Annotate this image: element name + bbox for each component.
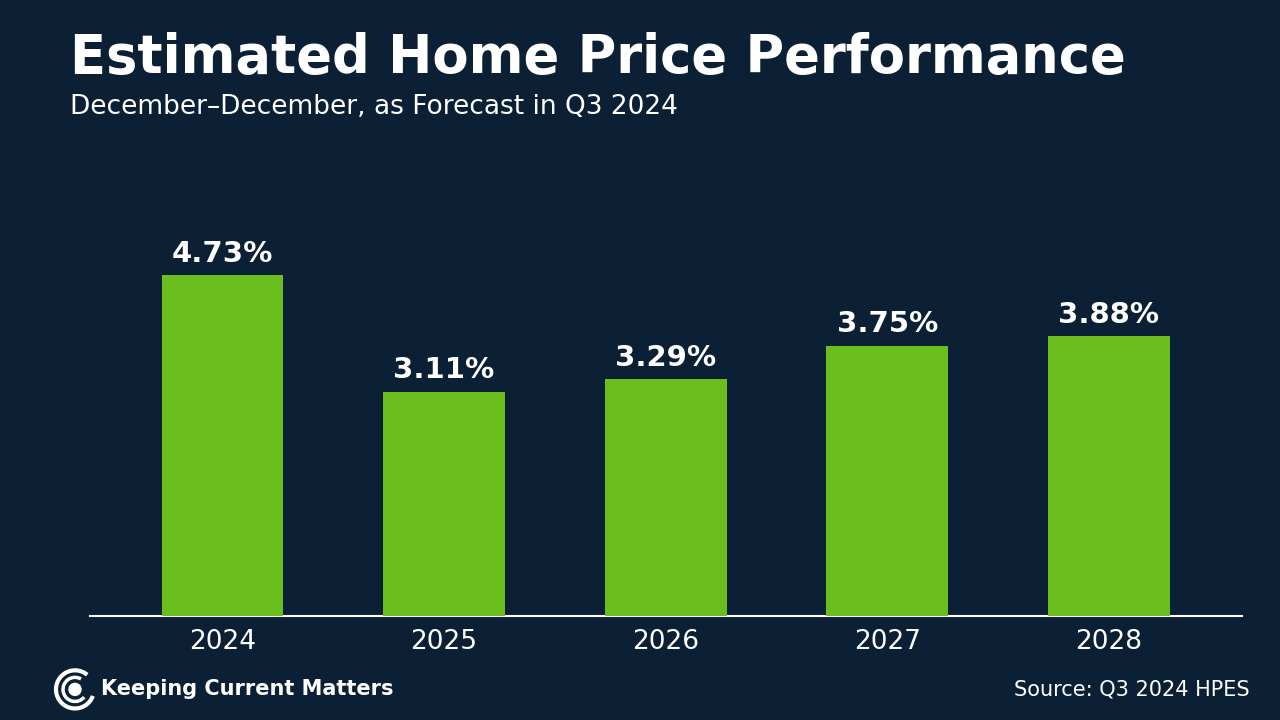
Text: 3.75%: 3.75% xyxy=(837,310,938,338)
Text: 3.88%: 3.88% xyxy=(1059,301,1160,329)
Bar xyxy=(604,379,727,616)
Text: 4.73%: 4.73% xyxy=(172,240,273,268)
Bar xyxy=(383,392,506,616)
Bar xyxy=(826,346,948,616)
Text: 3.11%: 3.11% xyxy=(393,356,494,384)
Text: 3.29%: 3.29% xyxy=(614,343,717,372)
Bar xyxy=(1048,336,1170,616)
Circle shape xyxy=(69,683,81,696)
Text: December–December, as Forecast in Q3 2024: December–December, as Forecast in Q3 202… xyxy=(70,94,678,120)
Text: Source: Q3 2024 HPES: Source: Q3 2024 HPES xyxy=(1014,680,1251,699)
Text: Estimated Home Price Performance: Estimated Home Price Performance xyxy=(70,32,1126,84)
Text: Keeping Current Matters: Keeping Current Matters xyxy=(101,680,393,699)
Bar xyxy=(161,275,283,616)
